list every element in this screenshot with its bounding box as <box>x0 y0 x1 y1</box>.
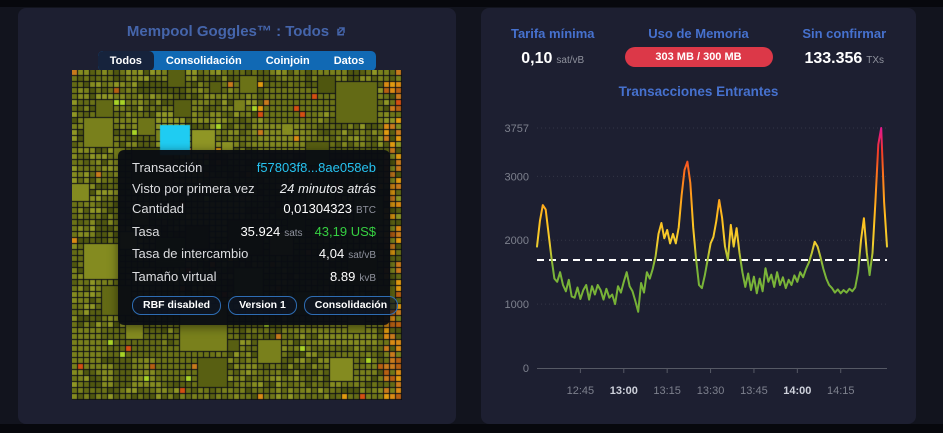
svg-text:14:00: 14:00 <box>783 385 811 397</box>
first-seen-value: 24 minutos atrás <box>279 180 376 196</box>
amount-value: 0,01304323 <box>283 201 352 216</box>
goggles-tab-bar: Todos Consolidación Coinjoin Datos <box>18 51 456 71</box>
svg-text:13:45: 13:45 <box>740 385 768 397</box>
feerate-label: Tasa de intercambio <box>132 246 249 261</box>
dashboard-panel: Tarifa mínima 0,10 sat/vB Uso de Memoria … <box>481 8 916 424</box>
fee-label: Tasa <box>132 223 160 239</box>
txid-label: Transacción <box>132 160 203 175</box>
amount-label: Cantidad <box>132 201 185 216</box>
svg-text:13:00: 13:00 <box>610 385 638 397</box>
unconfirmed-label: Sin confirmar <box>802 26 887 41</box>
minimum-fee-unit: sat/vB <box>556 55 585 66</box>
amount-unit: BTC <box>356 205 376 216</box>
stat-minimum-fee: Tarifa mínima 0,10 sat/vB <box>481 26 625 68</box>
svg-text:2000: 2000 <box>505 235 529 247</box>
svg-text:3757: 3757 <box>505 123 529 135</box>
tooltip-row-feerate: Tasa de intercambio 4,04 sat/vB <box>132 244 376 267</box>
svg-text:0: 0 <box>523 363 529 375</box>
incoming-transactions-chart[interactable]: 0 1000 2000 3000 3757 12:45 13:00 13:15 13:30 13:… <box>481 8 916 424</box>
goggles-title-text: Mempool Goggles™ : Todos <box>126 23 330 40</box>
svg-text:13:15: 13:15 <box>653 385 681 397</box>
badge-consolidacion: Consolidación <box>303 296 399 315</box>
tab-datos[interactable]: Datos <box>322 51 377 71</box>
first-seen-label: Visto por primera vez <box>132 180 255 196</box>
memory-usage-badge: 303 MB / 300 MB <box>624 47 773 67</box>
svg-text:1000: 1000 <box>505 299 529 311</box>
tab-coinjoin[interactable]: Coinjoin <box>254 51 322 71</box>
bottom-edge-strip <box>0 424 943 433</box>
tooltip-badges: RBF disabled Version 1 Consolidación <box>132 296 399 315</box>
vsize-label: Tamaño virtual <box>132 268 217 284</box>
tab-todos[interactable]: Todos <box>97 51 154 71</box>
mempool-goggles-panel: Mempool Goggles™ : Todos Todos Consolida… <box>18 8 456 424</box>
svg-text:14:15: 14:15 <box>827 385 855 397</box>
svg-text:12:45: 12:45 <box>567 385 595 397</box>
feerate-unit: sat/vB <box>348 250 376 261</box>
tooltip-row-fee: Tasa 35.924 sats 43,19 US$ <box>132 222 376 245</box>
txid-value: f57803f8...8ae058eb <box>256 160 376 175</box>
fee-usd-value: 43,19 US$ <box>314 223 376 239</box>
tooltip-row-vsize: Tamaño virtual 8.89 kvB <box>132 267 376 290</box>
badge-rbf-disabled: RBF disabled <box>132 296 222 315</box>
svg-text:13:30: 13:30 <box>697 385 725 397</box>
badge-version: Version 1 <box>228 296 297 315</box>
top-edge-strip <box>0 0 943 7</box>
transaction-tooltip: Transacción f57803f8...8ae058eb Visto po… <box>118 150 399 325</box>
svg-text:3000: 3000 <box>505 171 529 183</box>
unconfirmed-value: 133.356 <box>804 50 863 67</box>
vsize-value: 8.89 <box>330 268 356 284</box>
fee-unit: sats <box>284 227 303 239</box>
tooltip-row-txid: Transacción f57803f8...8ae058eb <box>132 158 376 179</box>
incoming-transactions-title: Transacciones Entrantes <box>618 84 779 99</box>
tab-consolidacion[interactable]: Consolidación <box>154 51 254 71</box>
goggles-title-link[interactable]: Mempool Goggles™ : Todos <box>18 23 456 41</box>
stat-unconfirmed: Sin confirmar 133.356 TXs <box>773 26 917 68</box>
stat-memory-usage: Uso de Memoria 303 MB / 300 MB <box>624 26 773 68</box>
tooltip-row-first-seen: Visto por primera vez 24 minutos atrás <box>132 179 376 200</box>
feerate-value: 4,04 <box>318 246 345 261</box>
tooltip-row-amount: Cantidad 0,01304323 BTC <box>132 199 376 222</box>
memory-usage-label: Uso de Memoria <box>648 26 749 41</box>
external-link-icon <box>335 24 347 41</box>
minimum-fee-label: Tarifa mínima <box>510 26 595 41</box>
unconfirmed-unit: TXs <box>866 55 885 66</box>
minimum-fee-value: 0,10 <box>521 50 553 67</box>
stats-row: Tarifa mínima 0,10 sat/vB Uso de Memoria … <box>481 26 916 68</box>
fee-value: 35.924 <box>240 223 281 239</box>
vsize-unit: kvB <box>359 272 376 284</box>
